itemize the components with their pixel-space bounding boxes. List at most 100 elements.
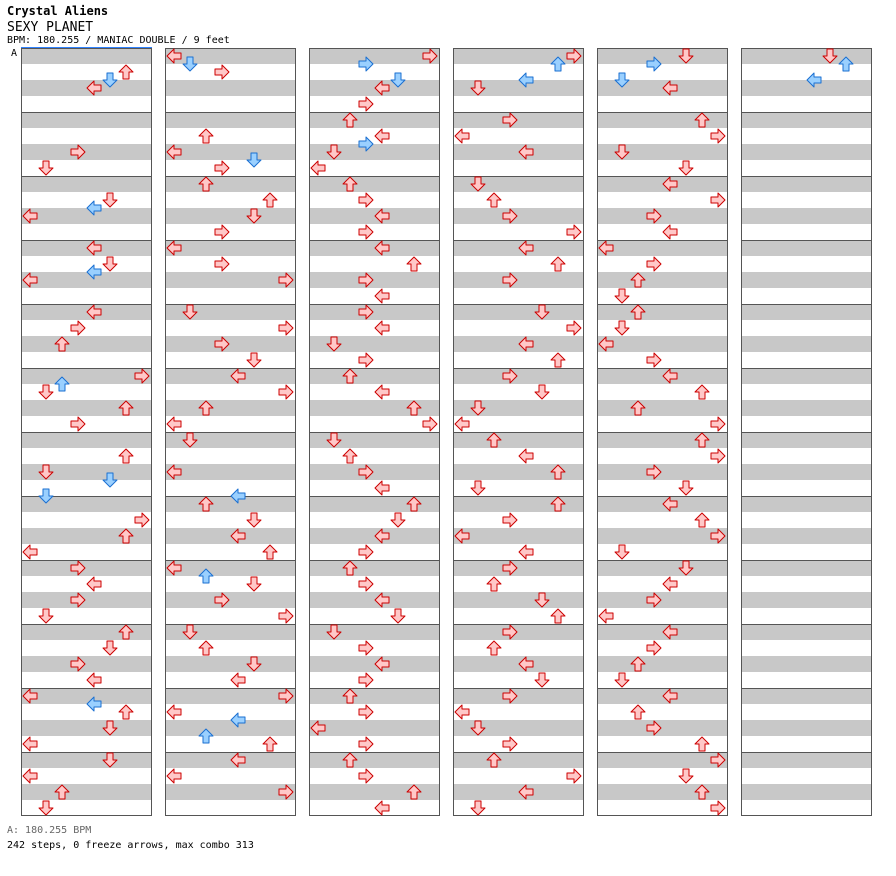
beat-stripe xyxy=(597,208,728,224)
beat-stripe xyxy=(741,352,872,368)
beat-stripe xyxy=(453,512,584,528)
beat-stripe xyxy=(597,448,728,464)
step-arrow-left xyxy=(518,336,534,352)
beat-stripe xyxy=(21,544,152,560)
beat-stripe xyxy=(165,272,296,288)
beat-stripe xyxy=(741,416,872,432)
step-arrow-up xyxy=(118,400,134,416)
step-arrow-up xyxy=(630,656,646,672)
beat-stripe xyxy=(165,576,296,592)
beat-stripe xyxy=(741,176,872,192)
beat-stripe xyxy=(453,688,584,704)
step-arrow-down xyxy=(182,304,198,320)
beat-stripe xyxy=(21,288,152,304)
beat-stripe xyxy=(741,480,872,496)
beat-stripe xyxy=(741,528,872,544)
step-arrow-right xyxy=(502,208,518,224)
beat-stripe xyxy=(21,768,152,784)
beat-stripe xyxy=(21,400,152,416)
step-arrow-right xyxy=(566,768,582,784)
beat-stripe xyxy=(597,592,728,608)
step-arrow-left xyxy=(374,656,390,672)
step-arrow-right xyxy=(502,112,518,128)
beat-stripe xyxy=(309,688,440,704)
column-border xyxy=(21,48,152,816)
beat-stripe xyxy=(165,48,296,64)
step-arrow-right xyxy=(358,96,374,112)
beat-stripe xyxy=(165,688,296,704)
step-arrow-right xyxy=(358,672,374,688)
step-arrow-down xyxy=(470,176,486,192)
beat-stripe xyxy=(309,144,440,160)
beat-stripe xyxy=(741,336,872,352)
step-arrow-down xyxy=(534,304,550,320)
step-arrow-up xyxy=(486,192,502,208)
beat-stripe xyxy=(165,304,296,320)
beat-stripe xyxy=(453,176,584,192)
beat-stripe xyxy=(21,64,152,80)
step-arrow-up xyxy=(406,784,422,800)
step-arrow-up xyxy=(342,752,358,768)
beat-stripe xyxy=(453,704,584,720)
step-arrow-left xyxy=(806,72,822,88)
step-arrow-down xyxy=(470,80,486,96)
step-arrow-down xyxy=(102,640,118,656)
beat-stripe xyxy=(453,528,584,544)
footer-bpm: A: 180.255 BPM xyxy=(7,825,92,836)
beat-stripe xyxy=(21,384,152,400)
step-arrow-right xyxy=(278,384,294,400)
beat-stripe xyxy=(741,192,872,208)
beat-stripe xyxy=(165,720,296,736)
beat-stripe xyxy=(309,752,440,768)
column-border xyxy=(453,48,584,816)
beat-stripe xyxy=(597,480,728,496)
step-arrow-down xyxy=(822,48,838,64)
beat-stripe xyxy=(165,256,296,272)
step-arrow-up xyxy=(342,368,358,384)
step-arrow-right xyxy=(502,368,518,384)
step-arrow-left xyxy=(166,768,182,784)
beat-stripe xyxy=(741,608,872,624)
step-arrow-left xyxy=(166,48,182,64)
beat-stripe xyxy=(741,800,872,816)
step-arrow-left xyxy=(230,488,246,504)
beat-stripe xyxy=(165,704,296,720)
step-arrow-left xyxy=(662,576,678,592)
beat-stripe xyxy=(165,320,296,336)
step-arrow-right xyxy=(278,608,294,624)
step-arrow-left xyxy=(518,240,534,256)
step-arrow-right xyxy=(134,512,150,528)
beat-stripe xyxy=(21,192,152,208)
step-arrow-down xyxy=(102,720,118,736)
beat-stripe xyxy=(597,160,728,176)
step-arrow-right xyxy=(502,272,518,288)
step-arrow-right xyxy=(358,352,374,368)
beat-stripe xyxy=(165,176,296,192)
beat-stripe xyxy=(597,272,728,288)
beat-stripe xyxy=(309,672,440,688)
beat-stripe xyxy=(309,560,440,576)
beat-stripe xyxy=(597,112,728,128)
beat-stripe xyxy=(453,624,584,640)
step-arrow-down xyxy=(38,464,54,480)
beat-stripe xyxy=(21,272,152,288)
column-border xyxy=(741,48,872,816)
step-arrow-up xyxy=(550,56,566,72)
beat-stripe xyxy=(165,512,296,528)
beat-stripe xyxy=(165,592,296,608)
beat-stripe xyxy=(21,560,152,576)
beat-stripe xyxy=(741,672,872,688)
beat-stripe xyxy=(741,208,872,224)
beat-stripe xyxy=(453,464,584,480)
step-arrow-down xyxy=(246,208,262,224)
beat-stripe xyxy=(309,736,440,752)
beat-stripe xyxy=(165,784,296,800)
beat-stripe xyxy=(309,224,440,240)
step-arrow-up xyxy=(694,112,710,128)
beat-stripe xyxy=(453,768,584,784)
step-arrow-left xyxy=(662,224,678,240)
beat-stripe xyxy=(597,352,728,368)
step-arrow-left xyxy=(662,496,678,512)
step-arrow-down xyxy=(534,592,550,608)
